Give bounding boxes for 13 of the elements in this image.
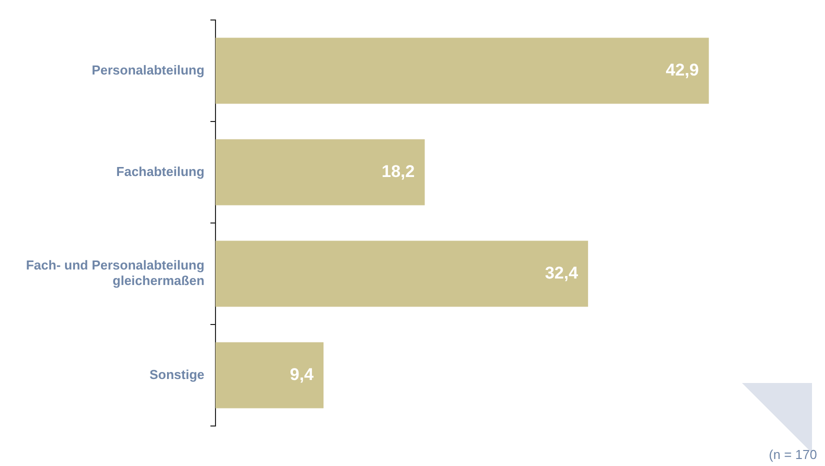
bar (215, 342, 324, 408)
data-label: 9,4 (290, 364, 314, 384)
bar (215, 38, 709, 104)
bar (215, 139, 425, 206)
text: (n = 170 (768, 447, 817, 462)
y-tick-label: Personalabteilung (92, 62, 204, 78)
data-label: 42,9 (666, 60, 699, 80)
y-tick-label: Sonstige (150, 366, 204, 382)
bar (215, 240, 588, 307)
y-tick-label: Fachabteilung (116, 164, 204, 179)
y-tick-label: Fach- und Personalabteilung gleichermaßen (26, 258, 204, 288)
data-label: 32,4 (544, 263, 579, 282)
data-label: 18,2 (382, 162, 415, 181)
